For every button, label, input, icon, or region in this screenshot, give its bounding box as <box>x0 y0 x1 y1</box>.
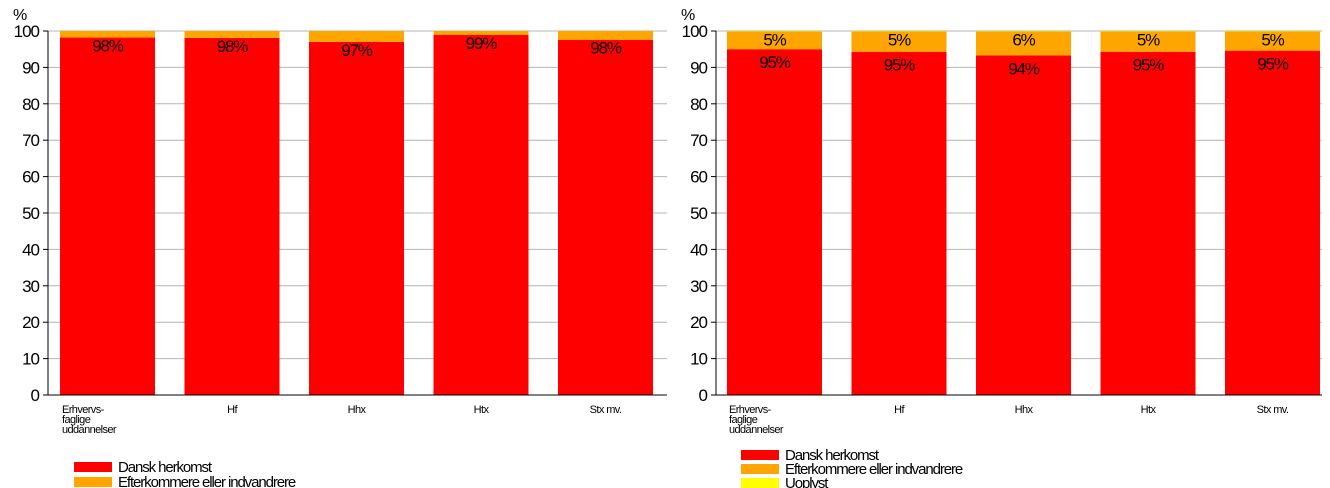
panel2-bar-segment-1 <box>727 49 822 395</box>
panel1-data-label: 98% <box>590 39 622 58</box>
panel1-y-tick-label: 20 <box>22 313 39 332</box>
panel2-x-tick-label: faglige <box>729 414 758 426</box>
panel2-data-label: 5% <box>763 30 786 49</box>
panel1-x-tick-label: faglige <box>62 414 91 426</box>
panel2-data-label: 5% <box>1261 30 1284 49</box>
panel2-bar-segment-2 <box>1100 31 1196 52</box>
panel1-data-label: 99% <box>466 34 498 53</box>
panel2-data-label: 95% <box>884 56 916 75</box>
panel2-y-tick-label: 80 <box>690 95 707 114</box>
panel2-data-label: 95% <box>759 53 791 72</box>
panel2-x-tick-label: Hf <box>894 404 905 416</box>
panel2-y-tick-label: 70 <box>690 131 707 150</box>
panel2-legend-label: Dansk herkomst <box>785 447 880 464</box>
panel1-x-tick-label: uddannelser <box>62 424 117 436</box>
panel2-data-label: 5% <box>888 30 911 49</box>
panel2-y-tick-label: 30 <box>690 277 707 296</box>
panel2-x-tick-label: uddannelser <box>729 424 784 436</box>
panel1-bar-segment-2 <box>309 31 404 42</box>
panel1-y-tick-label: 0 <box>31 386 40 405</box>
panel2-data-label: 95% <box>1257 55 1289 74</box>
panel1-x-tick-label: Erhvervs- <box>62 404 105 416</box>
panel2-x-tick-label: Htx <box>1141 404 1157 416</box>
panel1-y-unit-label: % <box>13 7 27 24</box>
panel1-x-tick-label: Hhx <box>348 404 367 416</box>
panel1-y-tick-label: 80 <box>22 95 39 114</box>
panel1-legend-swatch <box>74 477 112 487</box>
panel2-legend-swatch <box>741 478 779 488</box>
panel1-y-tick-label: 60 <box>22 168 39 187</box>
panel1-bar-segment-2 <box>433 31 529 36</box>
panel1-bar-segment-1 <box>558 39 653 396</box>
panel1-data-label: 98% <box>217 37 249 56</box>
panel1-x-tick-label: Stx mv. <box>590 404 622 416</box>
panel2-y-tick-label: 60 <box>690 168 707 187</box>
panel2-data-label: 95% <box>1133 56 1165 75</box>
panel2-x-tick-label: Hhx <box>1015 404 1034 416</box>
panel2-bar-segment-2 <box>851 31 947 52</box>
panel2-y-unit-label: % <box>681 7 695 24</box>
panel2-legend-label: Efterkommere eller indvandrere <box>785 461 963 478</box>
panel1-y-tick-label: 50 <box>22 204 39 223</box>
panel2-y-tick-label: 90 <box>690 58 707 77</box>
panel1-data-label: 98% <box>92 37 124 56</box>
panel2-y-tick-label: 0 <box>699 386 708 405</box>
panel2-x-tick-label: Erhvervs- <box>729 404 772 416</box>
panel1-legend-swatch <box>74 462 112 472</box>
panel2-y-tick-label: 40 <box>690 240 707 259</box>
panel1-y-tick-label: 30 <box>22 277 39 296</box>
panel1-legend-label: Efterkommere eller indvandrere <box>118 474 296 488</box>
panel2-y-tick-label: 50 <box>690 204 707 223</box>
panel2-data-label: 94% <box>1008 59 1040 78</box>
panel1-bar-segment-2 <box>60 31 155 38</box>
panel2-bar-segment-2 <box>727 31 822 50</box>
panel1-data-label: 97% <box>341 41 373 60</box>
panel2-bar-segment-1 <box>851 51 947 396</box>
panel1-y-tick-label: 100 <box>14 22 40 41</box>
panel2-bar-segment-2 <box>976 31 1071 56</box>
panel2-y-tick-label: 100 <box>682 22 708 41</box>
panel1-legend-label: Dansk herkomst <box>118 459 213 476</box>
panel1-bar-segment-1 <box>433 35 529 396</box>
panel2-data-label: 6% <box>1012 30 1035 49</box>
panel1-x-tick-label: Htx <box>474 404 490 416</box>
panel1-y-tick-label: 90 <box>22 58 39 77</box>
panel2-bar-segment-1 <box>1225 50 1320 395</box>
panel1-bar-segment-2 <box>558 31 653 40</box>
panel2-legend-swatch <box>741 450 779 460</box>
panel2-bar-segment-1 <box>976 55 1071 395</box>
panel2-bar-segment-1 <box>1100 51 1196 396</box>
panel2-bar-segment-2 <box>1225 31 1320 51</box>
panel1-x-tick-label: Hf <box>227 404 238 416</box>
panel1-bar-segment-1 <box>184 37 280 395</box>
panel2-x-tick-label: Stx mv. <box>1257 404 1289 416</box>
panel2-data-label: 5% <box>1137 30 1160 49</box>
panel2-y-tick-label: 20 <box>690 313 707 332</box>
panel1-y-tick-label: 10 <box>22 350 39 369</box>
panel1-bar-segment-1 <box>60 37 155 395</box>
panel1-bar-segment-2 <box>184 31 280 38</box>
panel1-y-tick-label: 40 <box>22 240 39 259</box>
panel1-bar-segment-1 <box>309 41 404 396</box>
panel2-legend-label: Uoplyst <box>785 475 829 488</box>
panel2-y-tick-label: 10 <box>690 350 707 369</box>
panel1-y-tick-label: 70 <box>22 131 39 150</box>
panel2-legend-swatch <box>741 464 779 474</box>
